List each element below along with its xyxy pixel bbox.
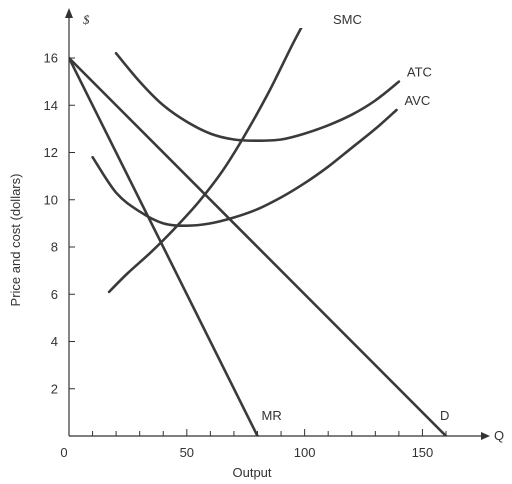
x-axis-arrowhead	[481, 432, 490, 440]
label-atc: ATC	[407, 65, 432, 80]
y-tick-label: 10	[44, 192, 58, 207]
y-tick-label: 14	[44, 98, 58, 113]
x-tick-label: 150	[412, 445, 434, 460]
y-tick-label: 2	[51, 381, 58, 396]
label-avc: AVC	[405, 93, 431, 108]
y-tick-label: 16	[44, 51, 58, 66]
curve-smc	[107, 28, 303, 294]
x-axis-title: Output	[232, 465, 271, 480]
x-axis-q-symbol: Q	[494, 428, 504, 443]
label-smc: SMC	[333, 12, 362, 27]
x-tick-label: 100	[294, 445, 316, 460]
y-tick-label: 4	[51, 334, 58, 349]
label-d: D	[440, 408, 449, 423]
labels-layer: Price and cost (dollars) Output $ Q 0 SM…	[8, 12, 504, 480]
y-tick-label: 6	[51, 287, 58, 302]
curve-avc	[91, 108, 398, 227]
ticks-layer: 50 100 150 2 4 6 8 10 12 14 16	[44, 51, 447, 460]
curve-d	[69, 56, 448, 436]
y-axis-arrowhead	[65, 8, 73, 18]
y-axis-title: Price and cost (dollars)	[8, 174, 23, 307]
origin-label: 0	[60, 445, 67, 460]
label-mr: MR	[262, 408, 282, 423]
curve-atc	[114, 52, 401, 142]
y-tick-label: 8	[51, 240, 58, 255]
y-tick-label: 12	[44, 145, 58, 160]
axes-layer	[65, 8, 490, 440]
x-tick-label: 50	[180, 445, 194, 460]
y-axis-dollar-symbol: $	[83, 12, 90, 27]
curves-layer	[69, 28, 448, 436]
curve-mr	[69, 56, 259, 436]
